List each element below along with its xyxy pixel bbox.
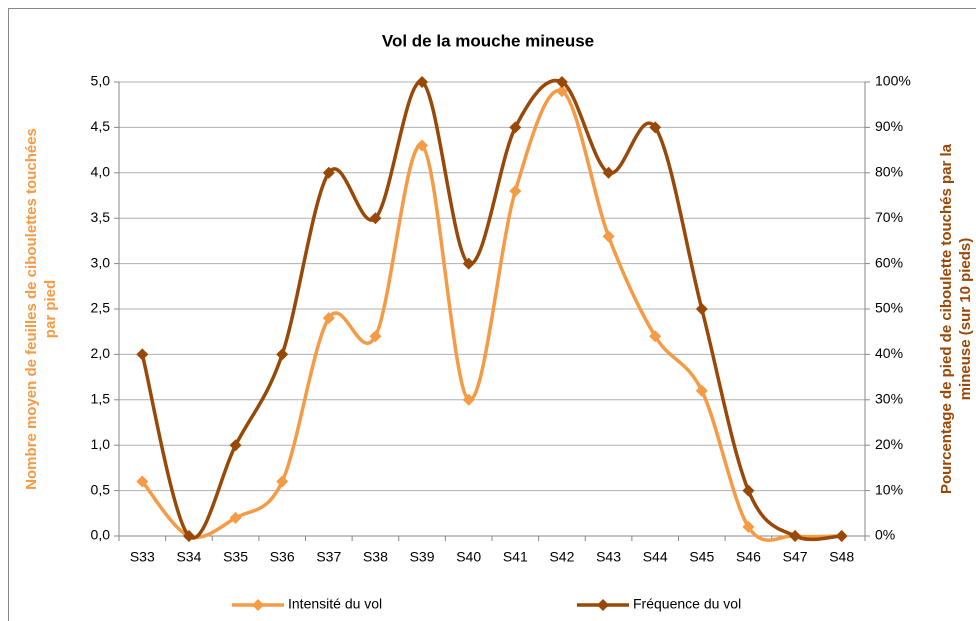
x-tick-label: S43 xyxy=(596,549,621,565)
y-tick-label: 2,5 xyxy=(91,300,111,316)
point-marker xyxy=(369,330,382,343)
point-marker xyxy=(602,230,615,243)
point-marker xyxy=(649,121,662,134)
y-axis-title: par pied xyxy=(42,280,59,338)
y2-tick-label: 60% xyxy=(875,254,903,270)
point-marker xyxy=(602,166,615,179)
point-marker xyxy=(416,139,429,152)
point-marker xyxy=(136,475,149,488)
point-marker xyxy=(369,212,382,225)
legend-marker xyxy=(252,599,264,611)
x-tick-label: S42 xyxy=(549,549,574,565)
y2-tick-label: 80% xyxy=(875,164,903,180)
x-tick-label: S47 xyxy=(783,549,808,565)
point-marker xyxy=(322,166,335,179)
y2-tick-label: 50% xyxy=(875,300,903,316)
y-tick-label: 1,5 xyxy=(91,391,111,407)
x-tick-label: S37 xyxy=(316,549,341,565)
y-tick-label: 2,0 xyxy=(91,345,111,361)
point-marker xyxy=(835,530,848,542)
x-tick-label: S34 xyxy=(176,549,201,565)
point-marker xyxy=(555,85,568,98)
chart-title: Vol de la mouche mineuse xyxy=(382,31,594,50)
y2-axis-title: mineuse (sur 10 pieds) xyxy=(957,238,974,401)
point-marker xyxy=(182,530,195,542)
y2-tick-label: 100% xyxy=(875,73,911,89)
y2-tick-label: 40% xyxy=(875,345,903,361)
y-tick-label: 0,0 xyxy=(91,527,111,543)
point-marker xyxy=(789,530,802,542)
point-marker xyxy=(462,393,475,406)
y-tick-label: 5,0 xyxy=(91,73,111,89)
point-marker xyxy=(462,257,475,270)
y-tick-label: 1,0 xyxy=(91,436,111,452)
point-marker xyxy=(276,348,289,361)
y2-tick-label: 70% xyxy=(875,209,903,225)
x-tick-label: S40 xyxy=(456,549,481,565)
series-line xyxy=(140,88,842,542)
legend-label: Intensité du vol xyxy=(288,596,382,612)
y2-axis-title: Pourcentage de pied de ciboulette touché… xyxy=(938,143,955,494)
x-tick-label: S33 xyxy=(130,549,155,565)
legend-marker xyxy=(597,599,609,611)
point-marker xyxy=(229,439,242,452)
point-marker xyxy=(649,330,662,343)
x-tick-label: S48 xyxy=(829,549,854,565)
point-marker xyxy=(555,76,568,88)
y-tick-label: 4,5 xyxy=(91,118,111,134)
y-axis-title: Nombre moyen de feuilles de ciboulettes … xyxy=(23,128,40,490)
y-tick-label: 3,5 xyxy=(91,209,111,225)
point-marker xyxy=(695,384,708,397)
y-tick-label: 3,0 xyxy=(91,254,111,270)
legend-label: Fréquence du vol xyxy=(633,596,741,612)
y2-tick-label: 90% xyxy=(875,118,903,134)
y-tick-label: 0,5 xyxy=(91,481,111,497)
point-marker xyxy=(509,121,522,134)
x-tick-label: S46 xyxy=(736,549,761,565)
y2-tick-label: 20% xyxy=(875,436,903,452)
point-marker xyxy=(229,511,242,524)
point-marker xyxy=(509,184,522,197)
x-tick-label: S38 xyxy=(363,549,388,565)
y2-tick-label: 0% xyxy=(875,527,895,543)
point-marker xyxy=(276,475,289,488)
y-tick-label: 4,0 xyxy=(91,164,111,180)
point-marker xyxy=(416,76,429,88)
point-marker xyxy=(136,348,149,361)
point-marker xyxy=(695,303,708,315)
point-marker xyxy=(742,520,755,533)
y2-tick-label: 10% xyxy=(875,481,903,497)
point-marker xyxy=(322,312,335,325)
x-tick-label: S45 xyxy=(689,549,714,565)
x-tick-label: S41 xyxy=(503,549,528,565)
point-marker xyxy=(742,484,755,497)
x-tick-label: S44 xyxy=(643,549,668,565)
x-tick-label: S36 xyxy=(270,549,295,565)
x-tick-label: S35 xyxy=(223,549,248,565)
y2-tick-label: 30% xyxy=(875,391,903,407)
x-tick-label: S39 xyxy=(410,549,435,565)
